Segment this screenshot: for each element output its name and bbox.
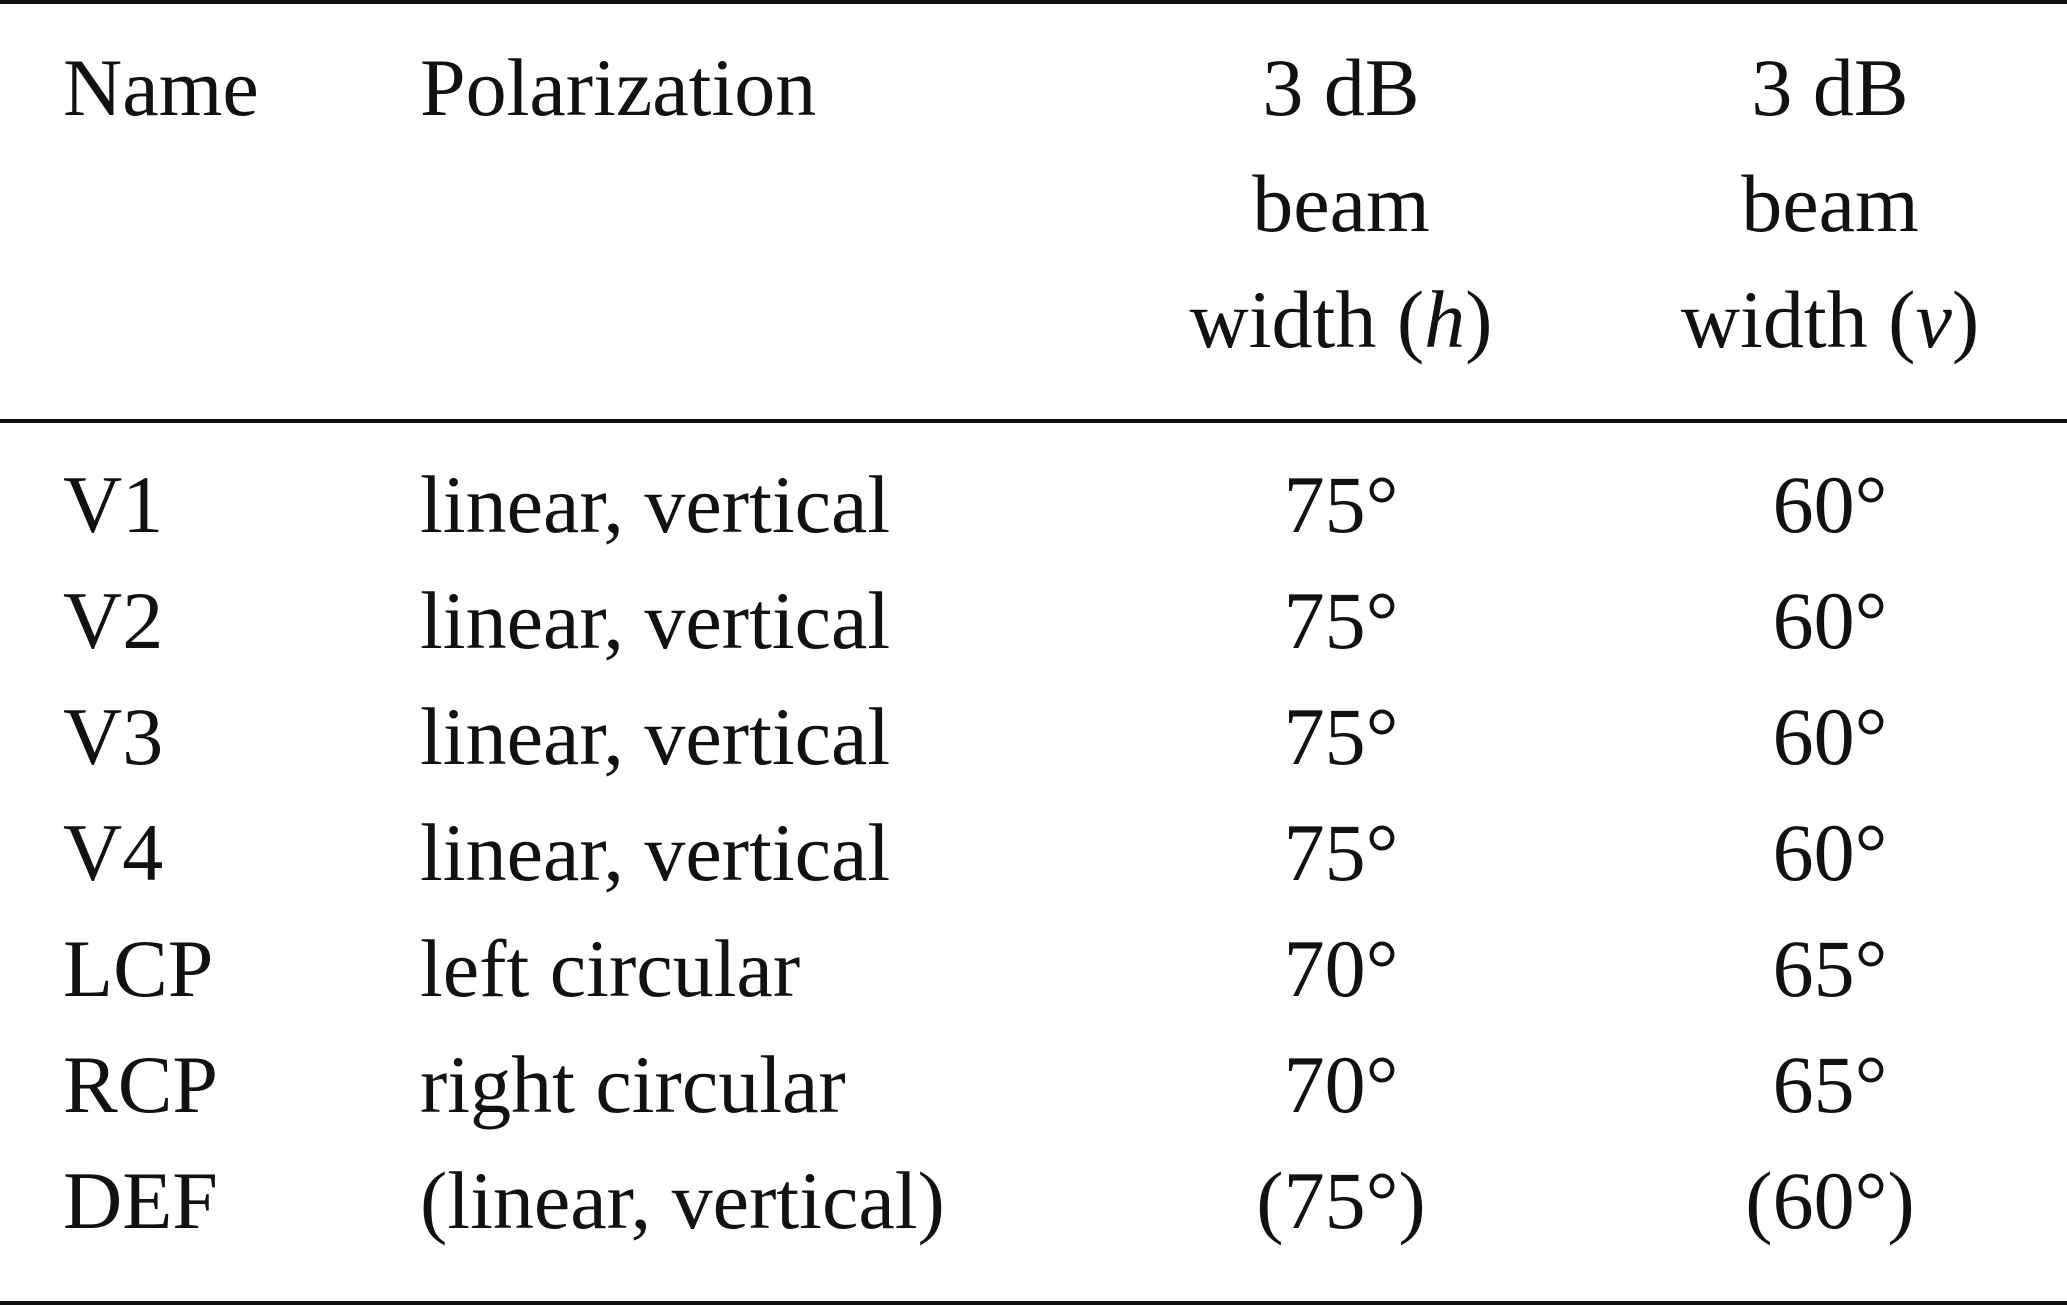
row-3-beam-v: 60° xyxy=(1772,691,1888,782)
row-6-beam-h: 70° xyxy=(1283,1039,1399,1130)
row-3-name: V3 xyxy=(63,691,164,782)
table-top-rule xyxy=(0,0,2067,4)
row-6-polarization: right circular xyxy=(420,1039,846,1130)
header-beam-v-line2: beam xyxy=(1741,158,1919,249)
row-5-beam-h: 70° xyxy=(1283,923,1399,1014)
header-beam-v-line1: 3 dB xyxy=(1751,42,1909,133)
row-3-polarization: linear, vertical xyxy=(420,691,891,782)
row-4-name: V4 xyxy=(63,807,164,898)
header-polarization: Polarization xyxy=(420,42,817,133)
header-beam-v-variable: v xyxy=(1915,274,1952,365)
row-1-beam-v: 60° xyxy=(1772,459,1888,550)
row-4-beam-v: 60° xyxy=(1772,807,1888,898)
header-beam-v-line3-prefix: width ( xyxy=(1680,274,1916,365)
row-1-name: V1 xyxy=(63,459,164,550)
row-6-beam-v: 65° xyxy=(1772,1039,1888,1130)
row-5-name: LCP xyxy=(63,923,214,1014)
row-7-beam-v: (60°) xyxy=(1745,1155,1915,1246)
row-7-beam-h: (75°) xyxy=(1256,1155,1426,1246)
row-3-beam-h: 75° xyxy=(1283,691,1399,782)
table-bottom-rule xyxy=(0,1301,2067,1305)
row-7-polarization: (linear, vertical) xyxy=(420,1155,945,1246)
row-2-beam-h: 75° xyxy=(1283,575,1399,666)
row-6-name: RCP xyxy=(63,1039,218,1130)
header-beam-width-h: 3 dB beam width (h) xyxy=(1133,30,1549,378)
row-2-beam-v: 60° xyxy=(1772,575,1888,666)
header-beam-v-line3-suffix: ) xyxy=(1951,274,1980,365)
row-7-name: DEF xyxy=(63,1155,218,1246)
header-beam-h-line3: width (h) xyxy=(1133,262,1549,378)
row-2-name: V2 xyxy=(63,575,164,666)
row-4-polarization: linear, vertical xyxy=(420,807,891,898)
header-beam-h-line3-prefix: width ( xyxy=(1189,274,1425,365)
row-5-polarization: left circular xyxy=(420,923,801,1014)
row-5-beam-v: 65° xyxy=(1772,923,1888,1014)
header-separator-rule xyxy=(0,419,2067,423)
header-beam-width-v: 3 dB beam width (v) xyxy=(1622,30,2038,378)
row-4-beam-h: 75° xyxy=(1283,807,1399,898)
header-beam-h-line2: beam xyxy=(1252,158,1430,249)
header-beam-h-variable: h xyxy=(1424,274,1466,365)
row-1-beam-h: 75° xyxy=(1283,459,1399,550)
header-beam-h-line1: 3 dB xyxy=(1262,42,1420,133)
header-name: Name xyxy=(63,42,259,133)
row-2-polarization: linear, vertical xyxy=(420,575,891,666)
header-beam-v-line3: width (v) xyxy=(1622,262,2038,378)
header-beam-h-line3-suffix: ) xyxy=(1465,274,1493,365)
row-1-polarization: linear, vertical xyxy=(420,459,891,550)
